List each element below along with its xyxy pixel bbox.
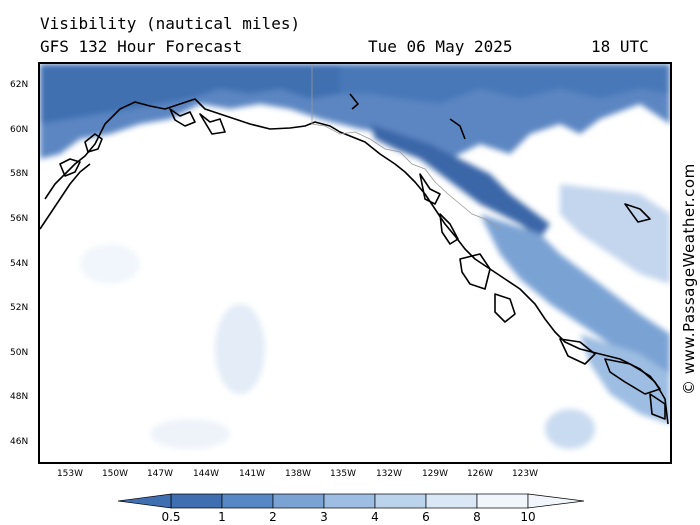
- low-visibility-zones: [40, 64, 670, 449]
- lat-label: 60N: [10, 125, 29, 135]
- lon-label: 123W: [511, 469, 539, 479]
- colorbar-label: 8: [473, 510, 481, 524]
- colorbar-cell: [374, 493, 427, 509]
- lat-label: 50N: [10, 348, 29, 358]
- lat-label: 46N: [10, 437, 29, 447]
- map-title: Visibility (nautical miles): [40, 14, 301, 33]
- colorbar-high-arrow: [527, 493, 584, 509]
- credit-watermark: © www.PassageWeather.com: [680, 163, 698, 395]
- lat-label: 52N: [10, 303, 29, 313]
- colorbar-label: 4: [371, 510, 379, 524]
- colorbar-label: 6: [422, 510, 430, 524]
- colorbar-cell: [221, 493, 274, 509]
- lon-label: 147W: [146, 469, 174, 479]
- lon-label: 135W: [329, 469, 357, 479]
- colorbar-low-arrow: [118, 493, 172, 509]
- lat-label: 54N: [10, 259, 29, 269]
- lat-label: 48N: [10, 392, 29, 402]
- coastline: [40, 93, 669, 425]
- colorbar-cell: [323, 493, 376, 509]
- colorbar-label: 1: [218, 510, 226, 524]
- visibility-map: [38, 62, 672, 464]
- colorbar: [118, 493, 584, 509]
- colorbar-label: 2: [269, 510, 277, 524]
- lon-label: 126W: [466, 469, 494, 479]
- colorbar-cell: [170, 493, 223, 509]
- forecast-date: Tue 06 May 2025: [368, 37, 513, 56]
- lat-label: 62N: [10, 80, 29, 90]
- lon-label: 144W: [192, 469, 220, 479]
- colorbar-label: 10: [520, 510, 536, 524]
- colorbar-label: 0.5: [161, 510, 181, 524]
- lat-label: 58N: [10, 169, 29, 179]
- colorbar-cell: [476, 493, 529, 509]
- colorbar-label: 3: [320, 510, 328, 524]
- lon-label: 129W: [421, 469, 449, 479]
- borders: [311, 64, 501, 230]
- lon-label: 153W: [56, 469, 84, 479]
- forecast-time: 18 UTC: [591, 37, 649, 56]
- lon-label: 150W: [101, 469, 129, 479]
- lon-label: 132W: [375, 469, 403, 479]
- lon-label: 138W: [284, 469, 312, 479]
- colorbar-cell: [425, 493, 478, 509]
- colorbar-cell: [272, 493, 325, 509]
- lon-label: 141W: [238, 469, 266, 479]
- map-canvas: [40, 64, 670, 449]
- lat-label: 56N: [10, 214, 29, 224]
- forecast-model-label: GFS 132 Hour Forecast: [40, 37, 243, 56]
